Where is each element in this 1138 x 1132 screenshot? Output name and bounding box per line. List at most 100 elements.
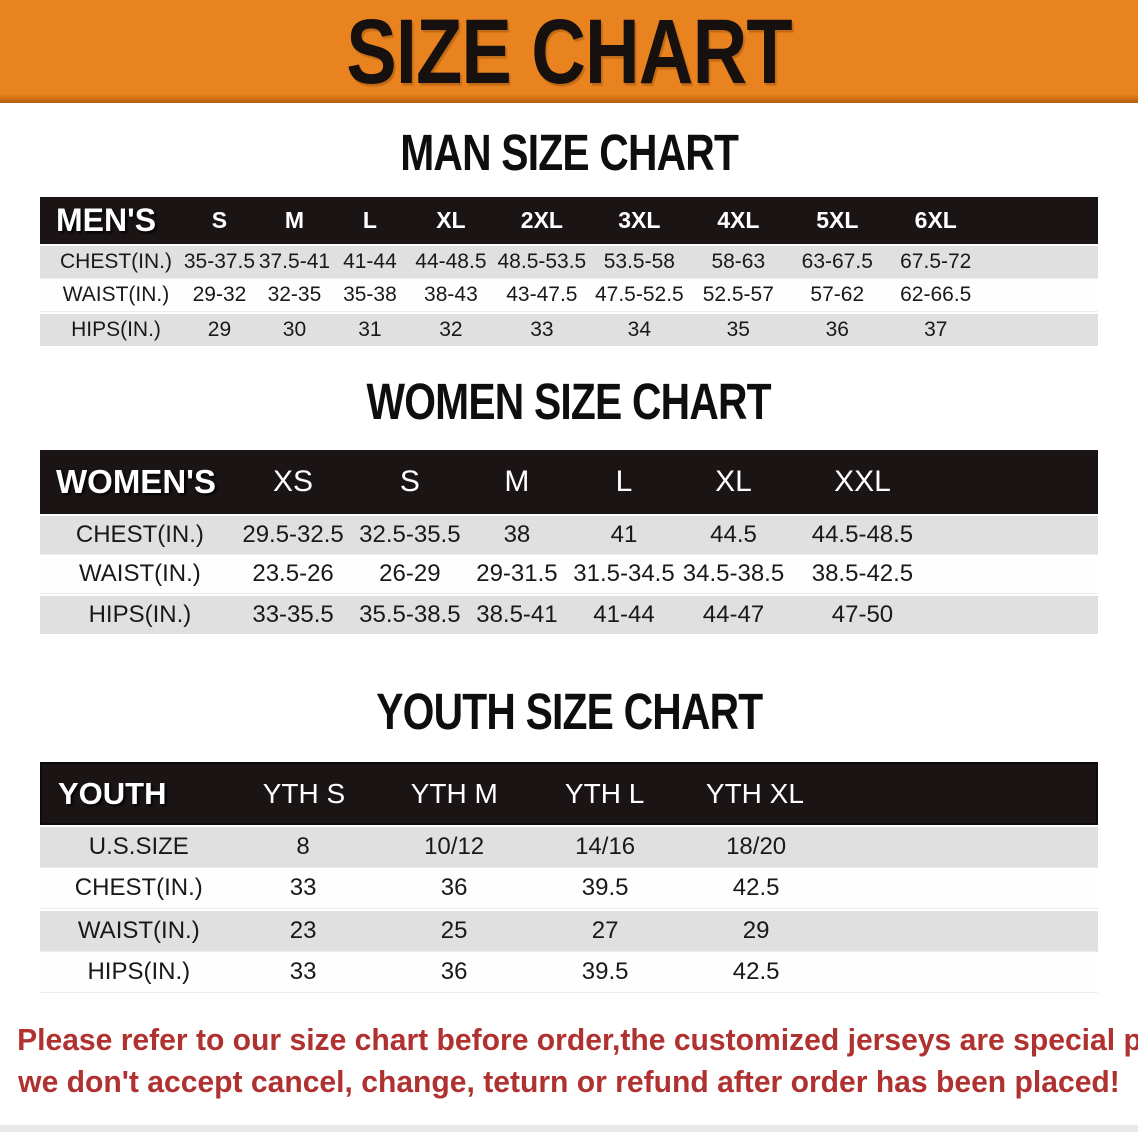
youth-ussize-row: U.S.SIZE 8 10/12 14/16 18/20 [40,825,1098,867]
size-value-cell: 31 [358,318,382,341]
disclaimer-line-2: we don't accept cancel, change, teturn o… [18,1064,1120,1099]
size-value-cell: 44-47 [702,601,765,628]
size-value-cell: 8 [296,833,310,860]
size-column-header: M [504,465,530,498]
mens-table-corner-label: MEN'S [56,202,157,238]
size-column-header: YTH M [410,777,498,809]
size-column-header: L [615,465,633,498]
size-value-cell: 63-67.5 [801,250,873,273]
size-column-header: M [284,207,305,233]
measurement-row-label: U.S.SIZE [88,833,189,860]
youth-table-header-row: YOUTH YTH S YTH M YTH L YTH XL [40,762,1098,825]
man-size-chart-heading-text: MAN SIZE CHART [400,124,739,181]
size-value-cell: 23 [289,917,317,944]
size-value-cell: 42.5 [732,874,780,901]
size-value-cell: 33-35.5 [252,601,334,628]
size-value-cell: 26-29 [379,560,441,587]
measurement-row-label: WAIST(IN.) [79,560,201,587]
size-chart-banner: SIZE CHART [0,0,1138,103]
size-value-cell: 47.5-52.5 [594,283,684,306]
size-chart-title: SIZE CHART [346,0,792,103]
size-column-header: XS [273,465,314,498]
mens-size-table: MEN'S S M L XL 2XL 3XL 4XL 5XL 6XL CHEST… [40,197,1098,346]
womens-table-header-row: WOMEN'S XS S M L XL XXL [40,450,1098,514]
size-value-cell: 30 [282,318,307,341]
size-value-cell: 44-48.5 [415,250,487,273]
size-value-cell: 35 [726,318,750,341]
size-value-cell: 39.5 [581,874,629,901]
size-column-header: S [211,207,228,233]
youth-hips-row: HIPS(IN.) 33 36 39.5 42.5 [40,951,1098,993]
disclaimer-note: Please refer to our size chart before or… [0,1019,1138,1103]
mens-hips-row: HIPS(IN.) 29 30 31 32 33 34 35 36 37 [40,312,1098,346]
measurement-row-label: WAIST(IN.) [77,917,200,944]
disclaimer-line-1: Please refer to our size chart before or… [17,1022,1138,1057]
size-value-cell: 38.5-42.5 [811,560,914,587]
size-column-header: 5XL [816,207,859,233]
size-value-cell: 31.5-34.5 [573,560,675,587]
womens-table-corner-label: WOMEN'S [56,463,217,500]
size-column-header: XXL [834,465,891,498]
measurement-row-label: CHEST(IN.) [59,250,172,273]
measurement-row-label: HIPS(IN.) [87,958,191,985]
size-value-cell: 36 [440,874,468,901]
size-column-header: XL [715,465,752,498]
size-value-cell: 32.5-35.5 [359,521,461,548]
size-value-cell: 58-63 [711,250,766,273]
womens-hips-row: HIPS(IN.) 33-35.5 35.5-38.5 38.5-41 41-4… [40,594,1098,634]
size-value-cell: 38-43 [424,283,478,306]
mens-chest-row: CHEST(IN.) 35-37.5 37.5-41 41-44 44-48.5… [40,244,1098,278]
size-value-cell: 23.5-26 [252,560,334,587]
size-column-header: YTH S [262,777,346,809]
size-value-cell: 32-35 [267,283,322,306]
man-size-chart-heading: MAN SIZE CHART [0,125,1138,181]
women-size-chart-heading-text: WOMEN SIZE CHART [366,373,772,430]
size-value-cell: 29-32 [192,283,247,306]
youth-size-chart-heading: YOUTH SIZE CHART [0,684,1138,740]
size-value-cell: 29 [742,917,770,944]
size-value-cell: 44.5-48.5 [811,521,914,548]
size-value-cell: 38.5-41 [476,601,558,628]
size-column-header: 2XL [520,207,563,233]
size-value-cell: 53.5-58 [603,250,675,273]
size-value-cell: 35.5-38.5 [359,601,461,628]
size-value-cell: 38 [503,521,531,548]
mens-waist-row: WAIST(IN.) 29-32 32-35 35-38 38-43 43-47… [40,278,1098,312]
size-value-cell: 36 [440,958,468,985]
size-value-cell: 33 [530,318,554,341]
womens-waist-row: WAIST(IN.) 23.5-26 26-29 29-31.5 31.5-34… [40,554,1098,594]
size-value-cell: 14/16 [575,833,636,860]
youth-size-table: YOUTH YTH S YTH M YTH L YTH XL U.S.SIZE … [40,762,1098,993]
youth-chest-row: CHEST(IN.) 33 36 39.5 42.5 [40,867,1098,909]
size-value-cell: 25 [440,917,468,944]
size-value-cell: 48.5-53.5 [497,250,587,273]
women-size-chart-heading: WOMEN SIZE CHART [0,374,1138,430]
size-column-header: YTH XL [705,777,804,809]
measurement-row-label: WAIST(IN.) [62,283,170,306]
size-value-cell: 34 [627,318,652,341]
size-value-cell: 36 [825,318,849,341]
size-value-cell: 29.5-32.5 [242,521,344,548]
size-value-cell: 37 [924,318,948,341]
size-value-cell: 18/20 [726,833,787,860]
size-value-cell: 41-44 [343,250,397,273]
size-value-cell: 62-66.5 [900,283,972,306]
size-value-cell: 37.5-41 [258,250,331,273]
womens-chest-row: CHEST(IN.) 29.5-32.5 32.5-35.5 38 41 44.… [40,514,1098,554]
bottom-edge-strip [0,1125,1138,1132]
measurement-row-label: CHEST(IN.) [75,521,204,548]
size-value-cell: 33 [289,958,317,985]
size-value-cell: 41-44 [593,601,655,628]
size-value-cell: 35-38 [343,283,397,306]
size-value-cell: 42.5 [732,958,780,985]
size-value-cell: 52.5-57 [702,283,774,306]
size-value-cell: 47-50 [831,601,894,628]
youth-waist-row: WAIST(IN.) 23 25 27 29 [40,909,1098,951]
size-column-header: 3XL [618,207,661,233]
size-column-header: YTH L [564,777,645,809]
measurement-row-label: HIPS(IN.) [71,318,161,341]
youth-table-corner-label: YOUTH [58,775,167,811]
size-value-cell: 10/12 [424,833,485,860]
size-column-header: S [399,465,420,498]
mens-table-header-row: MEN'S S M L XL 2XL 3XL 4XL 5XL 6XL [40,197,1098,244]
